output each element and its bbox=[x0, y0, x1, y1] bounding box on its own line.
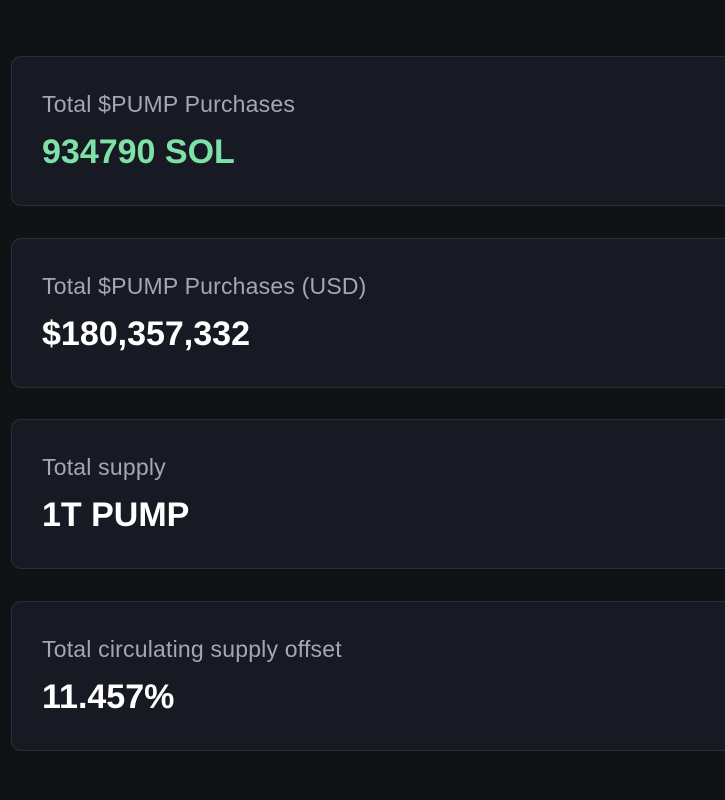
stat-value: 1T PUMP bbox=[42, 496, 190, 534]
stat-label: Total circulating supply offset bbox=[42, 636, 342, 662]
stat-card-total-purchases-sol: Total $PUMP Purchases 934790 SOL bbox=[11, 56, 725, 206]
stat-card-circulating-supply-offset: Total circulating supply offset 11.457% bbox=[11, 601, 725, 751]
stat-card-total-supply: Total supply 1T PUMP bbox=[11, 419, 725, 569]
stat-value: 11.457% bbox=[42, 678, 175, 716]
stat-label: Total supply bbox=[42, 454, 166, 480]
stat-label: Total $PUMP Purchases bbox=[42, 91, 296, 117]
stat-value: $180,357,332 bbox=[42, 315, 250, 353]
stat-card-total-purchases-usd: Total $PUMP Purchases (USD) $180,357,332 bbox=[11, 238, 725, 388]
stat-label: Total $PUMP Purchases (USD) bbox=[42, 273, 367, 299]
stat-value: 934790 SOL bbox=[42, 133, 235, 171]
